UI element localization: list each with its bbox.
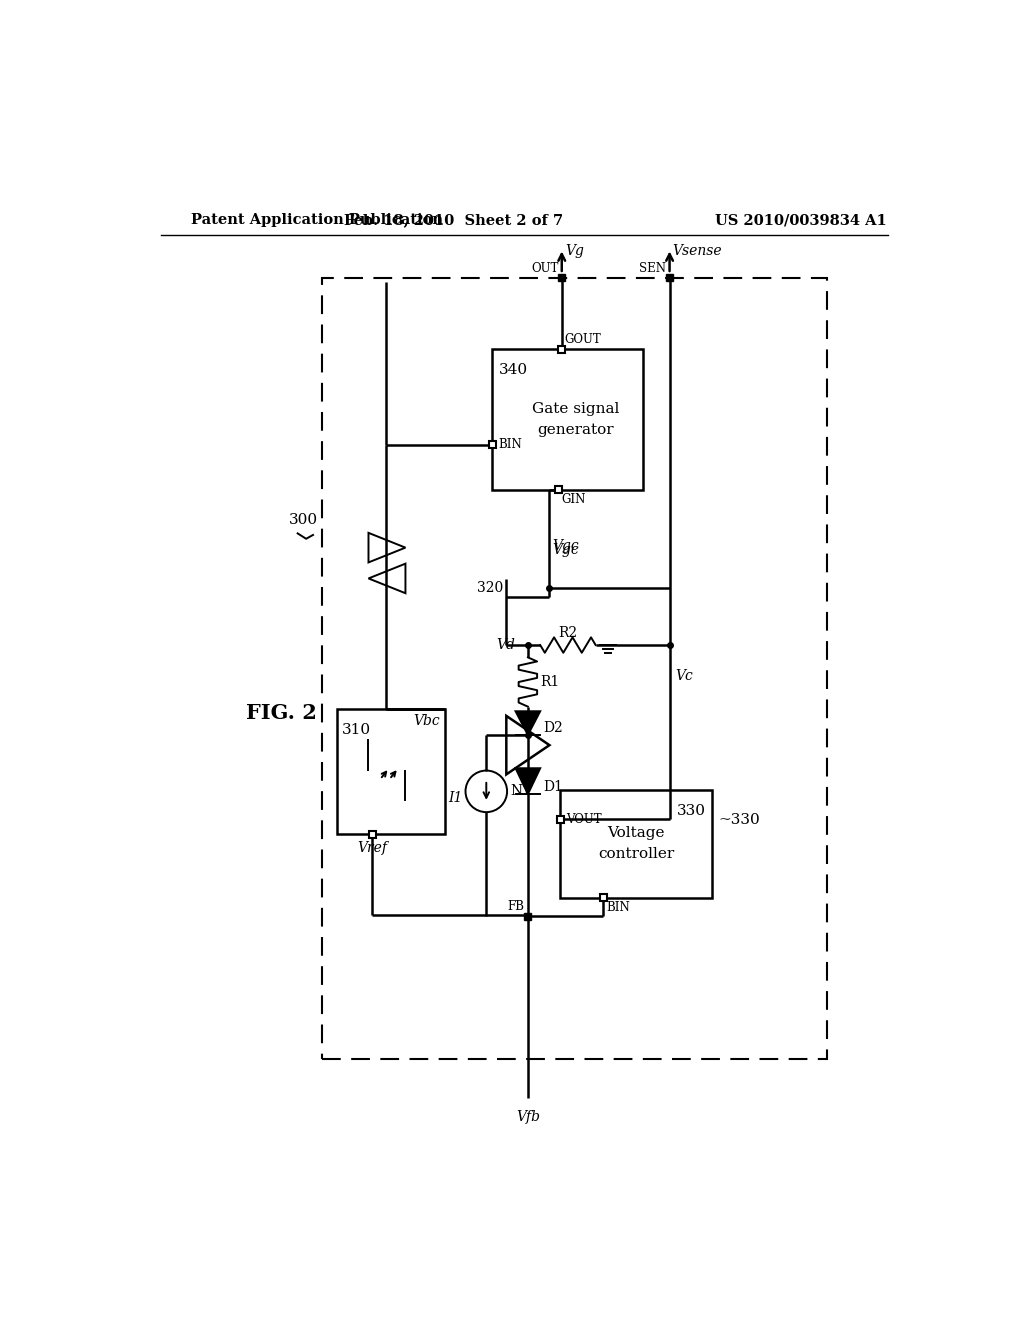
Text: Vref: Vref	[357, 841, 387, 854]
Bar	[555, 486, 562, 492]
Bar	[558, 346, 565, 352]
Bar	[560, 789, 712, 898]
Text: 340: 340	[499, 363, 527, 378]
Bar	[557, 816, 563, 822]
Text: 320: 320	[477, 581, 503, 595]
Bar	[337, 709, 444, 834]
Text: FB: FB	[507, 900, 524, 913]
Bar	[489, 441, 496, 449]
Text: R2: R2	[558, 626, 578, 640]
Text: D2: D2	[544, 721, 563, 735]
Text: Vc: Vc	[676, 669, 693, 682]
Text: Patent Application Publication: Patent Application Publication	[190, 213, 442, 227]
Bar	[322, 277, 827, 1059]
Text: Vg: Vg	[565, 244, 584, 257]
Text: OUT: OUT	[531, 261, 559, 275]
Bar	[666, 275, 673, 281]
Text: BIN: BIN	[498, 438, 521, 451]
Text: GOUT: GOUT	[565, 333, 601, 346]
Text: SEN: SEN	[639, 261, 667, 275]
Bar	[524, 912, 531, 920]
Text: FIG. 2: FIG. 2	[246, 702, 317, 723]
Text: Vd: Vd	[497, 638, 515, 652]
Text: GIN: GIN	[562, 492, 586, 506]
Text: I1: I1	[449, 791, 463, 804]
Text: 300: 300	[289, 513, 317, 527]
Text: 330: 330	[677, 804, 706, 817]
Text: Voltage
controller: Voltage controller	[598, 826, 674, 861]
Bar	[558, 275, 565, 281]
Text: US 2010/0039834 A1: US 2010/0039834 A1	[715, 213, 887, 227]
Text: Vgc: Vgc	[553, 540, 580, 553]
Text: Vfb: Vfb	[516, 1110, 540, 1125]
Text: ~330: ~330	[718, 813, 760, 826]
Text: R1: R1	[541, 675, 559, 689]
Text: Feb. 18, 2010  Sheet 2 of 7: Feb. 18, 2010 Sheet 2 of 7	[344, 213, 563, 227]
Bar	[369, 832, 376, 838]
Text: 310: 310	[342, 723, 371, 737]
Text: BIN: BIN	[606, 900, 630, 913]
Text: N1: N1	[510, 784, 531, 799]
Text: Vbc: Vbc	[414, 714, 440, 727]
Text: VOUT: VOUT	[565, 813, 601, 825]
Polygon shape	[515, 768, 541, 795]
Bar	[600, 894, 607, 902]
Text: Vgc: Vgc	[553, 543, 580, 557]
Bar	[493, 350, 643, 490]
Text: Gate signal
generator: Gate signal generator	[531, 403, 618, 437]
Polygon shape	[515, 711, 541, 735]
Text: Vsense: Vsense	[673, 244, 722, 257]
Text: D1: D1	[544, 780, 563, 793]
